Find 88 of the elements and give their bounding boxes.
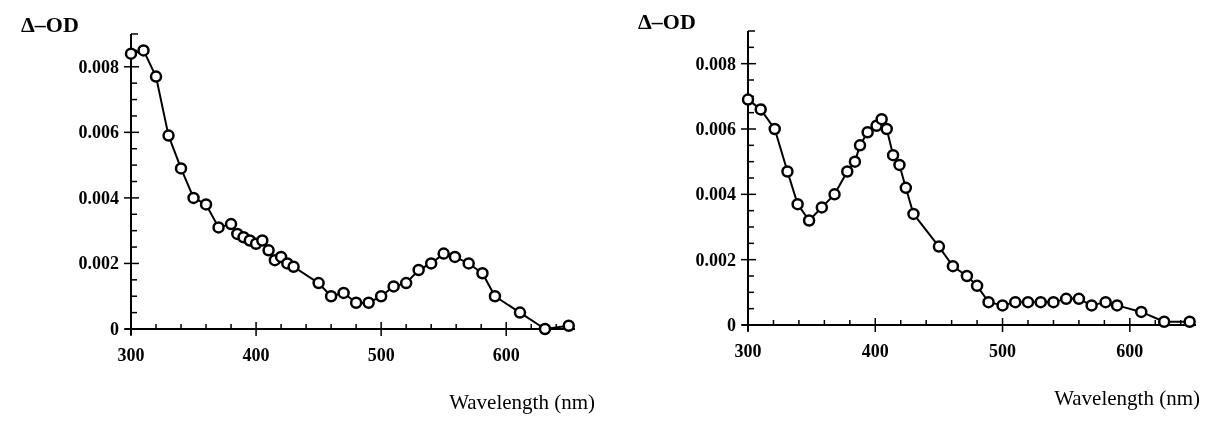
point bbox=[362, 296, 375, 310]
point bbox=[462, 257, 475, 270]
point bbox=[538, 322, 552, 336]
point bbox=[1059, 292, 1073, 306]
point bbox=[424, 257, 438, 270]
point bbox=[1135, 305, 1148, 319]
y-tick-label: 0.008 bbox=[695, 53, 736, 74]
point bbox=[399, 276, 413, 290]
point bbox=[960, 269, 974, 283]
point bbox=[324, 289, 338, 303]
point bbox=[124, 47, 138, 60]
y-tick-label: 0.006 bbox=[78, 122, 119, 143]
y-tick-label: 0.006 bbox=[695, 119, 736, 139]
point bbox=[848, 155, 862, 168]
x-tick-label: 300 bbox=[117, 345, 145, 365]
point bbox=[996, 299, 1009, 312]
point bbox=[256, 234, 269, 247]
point bbox=[802, 214, 816, 227]
y-tick-label: 0 bbox=[110, 319, 119, 339]
point bbox=[841, 165, 854, 178]
point bbox=[853, 139, 867, 152]
y-tick-label: 0 bbox=[727, 315, 736, 335]
point bbox=[754, 103, 767, 116]
point bbox=[861, 126, 874, 139]
point bbox=[437, 247, 450, 260]
point bbox=[781, 165, 794, 178]
point bbox=[412, 263, 425, 277]
y-tick-label: 0.008 bbox=[78, 56, 119, 77]
point bbox=[970, 279, 984, 293]
x-tick-label: 600 bbox=[1116, 341, 1144, 361]
point bbox=[488, 289, 502, 303]
x-tick-label: 400 bbox=[242, 345, 270, 365]
point bbox=[174, 162, 188, 175]
point bbox=[262, 244, 275, 257]
point bbox=[562, 319, 575, 332]
point bbox=[768, 122, 781, 136]
point bbox=[1183, 315, 1196, 328]
point bbox=[875, 112, 888, 126]
point bbox=[1009, 295, 1022, 309]
y-tick-label: 0.004 bbox=[695, 184, 736, 205]
point bbox=[1157, 315, 1171, 328]
y-axis-title: Δ–OD bbox=[638, 9, 696, 34]
x-tick-label: 400 bbox=[861, 341, 889, 361]
point bbox=[1047, 295, 1060, 309]
point bbox=[1099, 295, 1112, 309]
point bbox=[199, 198, 213, 211]
x-axis-title: Wavelength (nm) bbox=[449, 390, 595, 414]
point bbox=[1072, 292, 1086, 306]
point bbox=[907, 207, 920, 221]
point bbox=[187, 191, 200, 205]
point bbox=[162, 129, 175, 142]
point bbox=[982, 295, 995, 309]
point bbox=[1085, 299, 1098, 312]
point bbox=[224, 217, 238, 231]
point bbox=[946, 259, 960, 273]
point bbox=[899, 181, 913, 195]
point bbox=[1021, 295, 1035, 309]
point bbox=[137, 44, 150, 57]
y-tick-label: 0.004 bbox=[78, 187, 119, 208]
point bbox=[149, 70, 163, 83]
point bbox=[287, 260, 300, 273]
point bbox=[741, 93, 755, 106]
y-axis-title: Δ–OD bbox=[21, 12, 79, 37]
x-tick-label: 500 bbox=[367, 345, 395, 365]
y-tick-label: 0.002 bbox=[78, 253, 119, 274]
point bbox=[476, 267, 489, 280]
point bbox=[212, 221, 225, 234]
x-tick-label: 300 bbox=[734, 341, 762, 361]
x-tick-label: 500 bbox=[989, 341, 1017, 361]
point bbox=[828, 188, 841, 201]
point bbox=[312, 276, 325, 290]
point bbox=[880, 122, 893, 136]
point bbox=[448, 250, 462, 264]
point bbox=[387, 280, 400, 293]
point bbox=[815, 201, 829, 214]
x-axis-title: Wavelength (nm) bbox=[1054, 386, 1200, 410]
point bbox=[513, 306, 527, 319]
point bbox=[886, 148, 900, 162]
point bbox=[932, 240, 946, 253]
point bbox=[374, 289, 388, 303]
x-tick-label: 600 bbox=[492, 345, 520, 365]
point bbox=[893, 158, 906, 172]
point bbox=[1034, 295, 1047, 309]
point bbox=[791, 197, 804, 211]
y-tick-label: 0.002 bbox=[695, 249, 736, 270]
point bbox=[337, 286, 350, 300]
point bbox=[1110, 299, 1124, 312]
point bbox=[349, 296, 363, 310]
